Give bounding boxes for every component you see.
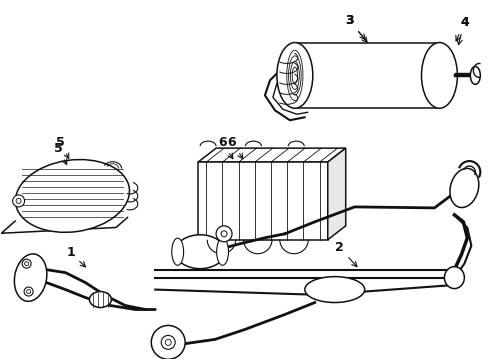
Ellipse shape (469, 67, 479, 84)
Ellipse shape (14, 254, 47, 301)
Text: 1: 1 (66, 246, 85, 267)
Polygon shape (327, 148, 345, 240)
Text: 3: 3 (345, 14, 366, 42)
Ellipse shape (24, 262, 29, 266)
Text: 4: 4 (455, 16, 468, 41)
Ellipse shape (221, 231, 226, 237)
Text: 5: 5 (56, 136, 68, 158)
Ellipse shape (26, 289, 31, 293)
Ellipse shape (24, 287, 33, 296)
Ellipse shape (16, 198, 21, 203)
Ellipse shape (444, 267, 464, 289)
Text: 5: 5 (54, 141, 66, 165)
Text: 4: 4 (456, 16, 468, 45)
Ellipse shape (89, 292, 111, 307)
Ellipse shape (276, 42, 312, 108)
Ellipse shape (216, 226, 232, 242)
Bar (294, 42, 439, 108)
Polygon shape (198, 148, 345, 162)
Ellipse shape (151, 325, 185, 359)
Bar (198, 162, 327, 240)
Ellipse shape (171, 238, 183, 265)
Ellipse shape (216, 238, 228, 265)
Ellipse shape (449, 168, 478, 208)
Ellipse shape (22, 259, 31, 268)
Ellipse shape (16, 159, 129, 232)
Ellipse shape (304, 276, 364, 302)
Ellipse shape (161, 336, 175, 349)
Ellipse shape (175, 235, 224, 269)
Text: 3: 3 (345, 14, 365, 40)
Text: 6: 6 (227, 136, 243, 159)
Text: 2: 2 (335, 241, 356, 267)
Text: 6: 6 (217, 136, 232, 159)
Ellipse shape (13, 195, 24, 207)
Ellipse shape (421, 42, 456, 108)
Ellipse shape (165, 339, 171, 345)
